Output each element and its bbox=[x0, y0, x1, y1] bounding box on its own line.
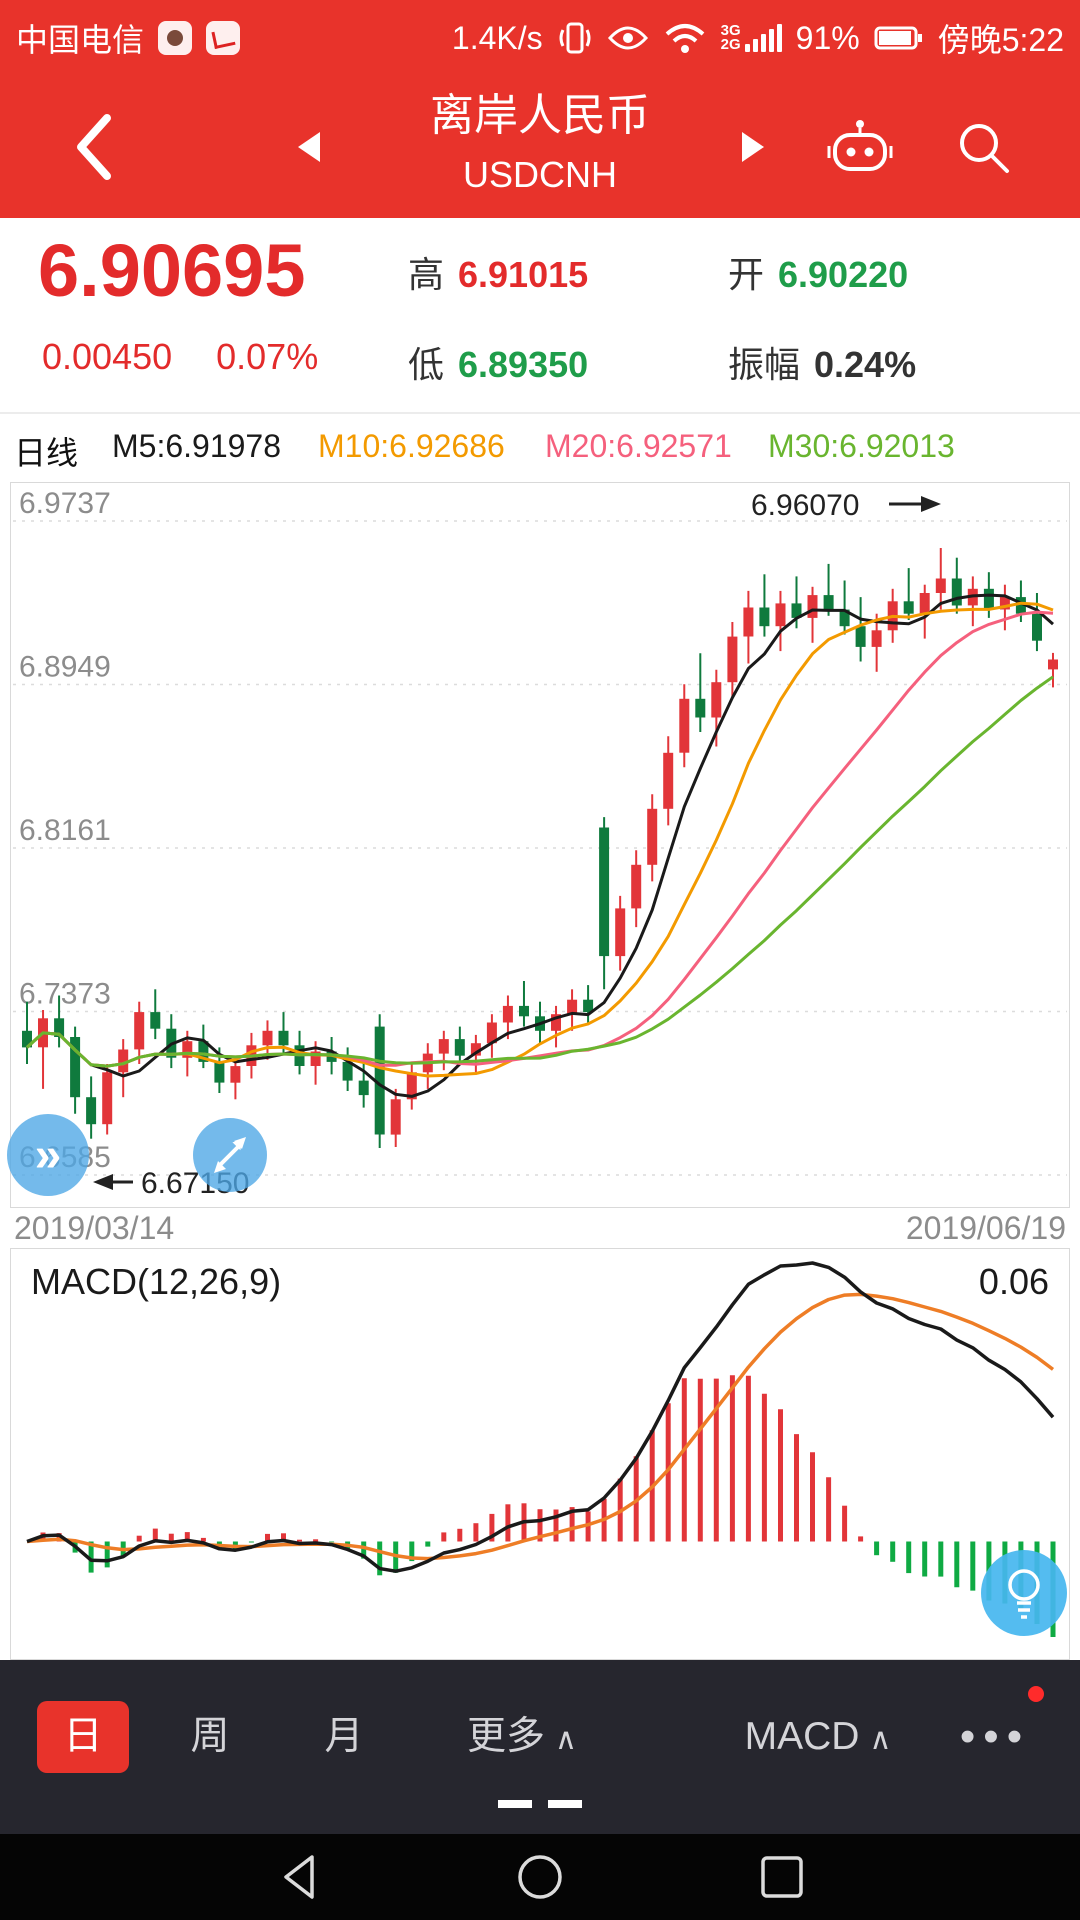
prev-instrument-button[interactable] bbox=[298, 132, 320, 162]
tab-month[interactable]: 月 bbox=[324, 1715, 364, 1758]
search-button[interactable] bbox=[948, 112, 1020, 184]
date-axis: 2019/03/14 2019/06/19 bbox=[10, 1208, 1070, 1248]
period-label: 日线 bbox=[14, 435, 79, 471]
ma10-legend: M10:6.92686 bbox=[318, 428, 505, 464]
macd-params-label: MACD(12,26,9) bbox=[31, 1261, 282, 1302]
open-cell: 开 6.90220 bbox=[728, 254, 909, 295]
signal-bars-icon: 3G 2G bbox=[721, 23, 782, 52]
high-cell: 高 6.91015 bbox=[408, 254, 589, 295]
macd-canvas[interactable] bbox=[11, 1249, 1069, 1659]
sticker-badge-icon bbox=[206, 21, 241, 55]
period-tab-bar: 日 周 月 更多 ∧ MACD ∧ ••• bbox=[0, 1660, 1080, 1834]
ma-legend-row: 日线 M5:6.91978 M10:6.92686 M20:6.92571 M3… bbox=[0, 414, 1080, 482]
end-date: 2019/06/19 bbox=[905, 1210, 1066, 1246]
left-triangle-icon bbox=[298, 132, 320, 162]
svg-text:6.9737: 6.9737 bbox=[19, 487, 111, 520]
amplitude-value: 0.24% bbox=[814, 344, 917, 385]
change-percent: 0.07% bbox=[216, 336, 319, 377]
low-value: 6.89350 bbox=[458, 344, 589, 385]
high-value: 6.91015 bbox=[458, 254, 589, 295]
last-price: 6.90695 bbox=[38, 229, 306, 312]
more-options-button[interactable]: ••• bbox=[959, 1712, 1031, 1761]
status-bar: 中国电信 1.4K/s 3G 2G 91 bbox=[0, 0, 1080, 76]
assistant-button[interactable] bbox=[824, 112, 896, 184]
macd-current-value: 0.06 bbox=[978, 1261, 1049, 1302]
eye-icon bbox=[607, 26, 648, 50]
price-change: 0.00450 0.07% bbox=[42, 336, 318, 378]
back-chevron-icon bbox=[77, 114, 111, 180]
instrument-name: 离岸人民币 bbox=[430, 91, 650, 140]
tab-day[interactable]: 日 bbox=[37, 1701, 129, 1773]
change-value: 0.00450 bbox=[42, 336, 173, 377]
vibrate-icon bbox=[559, 22, 591, 54]
back-button[interactable] bbox=[60, 110, 130, 184]
macd-panel[interactable]: MACD(12,26,9) 0.06 bbox=[10, 1248, 1070, 1660]
search-icon bbox=[960, 124, 1009, 173]
battery-percent: 91% bbox=[795, 19, 860, 56]
network-speed: 1.4K/s bbox=[451, 19, 543, 56]
open-value: 6.90220 bbox=[778, 254, 909, 295]
start-date: 2019/03/14 bbox=[14, 1210, 175, 1246]
tab-week[interactable]: 周 bbox=[190, 1715, 230, 1758]
quote-panel: 6.90695 0.00450 0.07% 高 6.91015 低 6.89350 … bbox=[0, 218, 1080, 414]
next-instrument-button[interactable] bbox=[742, 132, 764, 162]
amplitude-cell: 振幅 0.24% bbox=[728, 344, 917, 385]
chevron-up-icon: ∧ bbox=[555, 1723, 577, 1756]
nav-home-icon[interactable] bbox=[516, 1851, 564, 1903]
svg-text:6.8161: 6.8161 bbox=[19, 814, 111, 847]
chevron-up-icon: ∧ bbox=[869, 1723, 892, 1756]
clock-label: 傍晚5:22 bbox=[937, 22, 1064, 58]
indicator-selector[interactable]: MACD ∧ bbox=[744, 1715, 892, 1758]
ma30-legend: M30:6.92013 bbox=[768, 428, 955, 464]
app-header: 离岸人民币 USDCNH bbox=[0, 76, 1080, 218]
nav-back-icon[interactable] bbox=[276, 1851, 324, 1903]
jump-latest-button[interactable]: » bbox=[7, 1114, 89, 1196]
svg-text:6.96070: 6.96070 bbox=[751, 489, 859, 522]
notification-badge-icon bbox=[158, 21, 193, 55]
instrument-code: USDCNH bbox=[462, 154, 617, 195]
nav-recents-icon[interactable] bbox=[758, 1851, 806, 1903]
svg-text:6.8949: 6.8949 bbox=[19, 651, 111, 684]
lightbulb-icon bbox=[1008, 1569, 1040, 1619]
resize-chart-button[interactable] bbox=[193, 1118, 267, 1192]
notification-dot bbox=[1028, 1686, 1044, 1702]
battery-icon bbox=[874, 26, 922, 50]
idea-button[interactable] bbox=[981, 1550, 1067, 1636]
android-nav-bar bbox=[0, 1834, 1080, 1920]
svg-text:6.7373: 6.7373 bbox=[19, 978, 111, 1011]
resize-arrows-icon bbox=[214, 1137, 246, 1173]
ma20-legend: M20:6.92571 bbox=[545, 428, 732, 464]
low-cell: 低 6.89350 bbox=[408, 344, 589, 385]
page-indicator bbox=[0, 1800, 1080, 1808]
wifi-icon bbox=[665, 24, 704, 53]
tab-more[interactable]: 更多 ∧ bbox=[467, 1715, 577, 1758]
robot-icon bbox=[827, 120, 893, 171]
right-triangle-icon bbox=[742, 132, 764, 162]
carrier-label: 中国电信 bbox=[16, 22, 145, 58]
instrument-title: 离岸人民币 USDCNH bbox=[0, 84, 1080, 202]
ma5-legend: M5:6.91978 bbox=[112, 428, 282, 464]
main-chart[interactable]: 6.97376.89496.81616.73736.65856.960706.6… bbox=[7, 482, 1070, 1208]
candlestick-canvas[interactable]: 6.97376.89496.81616.73736.65856.960706.6… bbox=[11, 483, 1069, 1207]
